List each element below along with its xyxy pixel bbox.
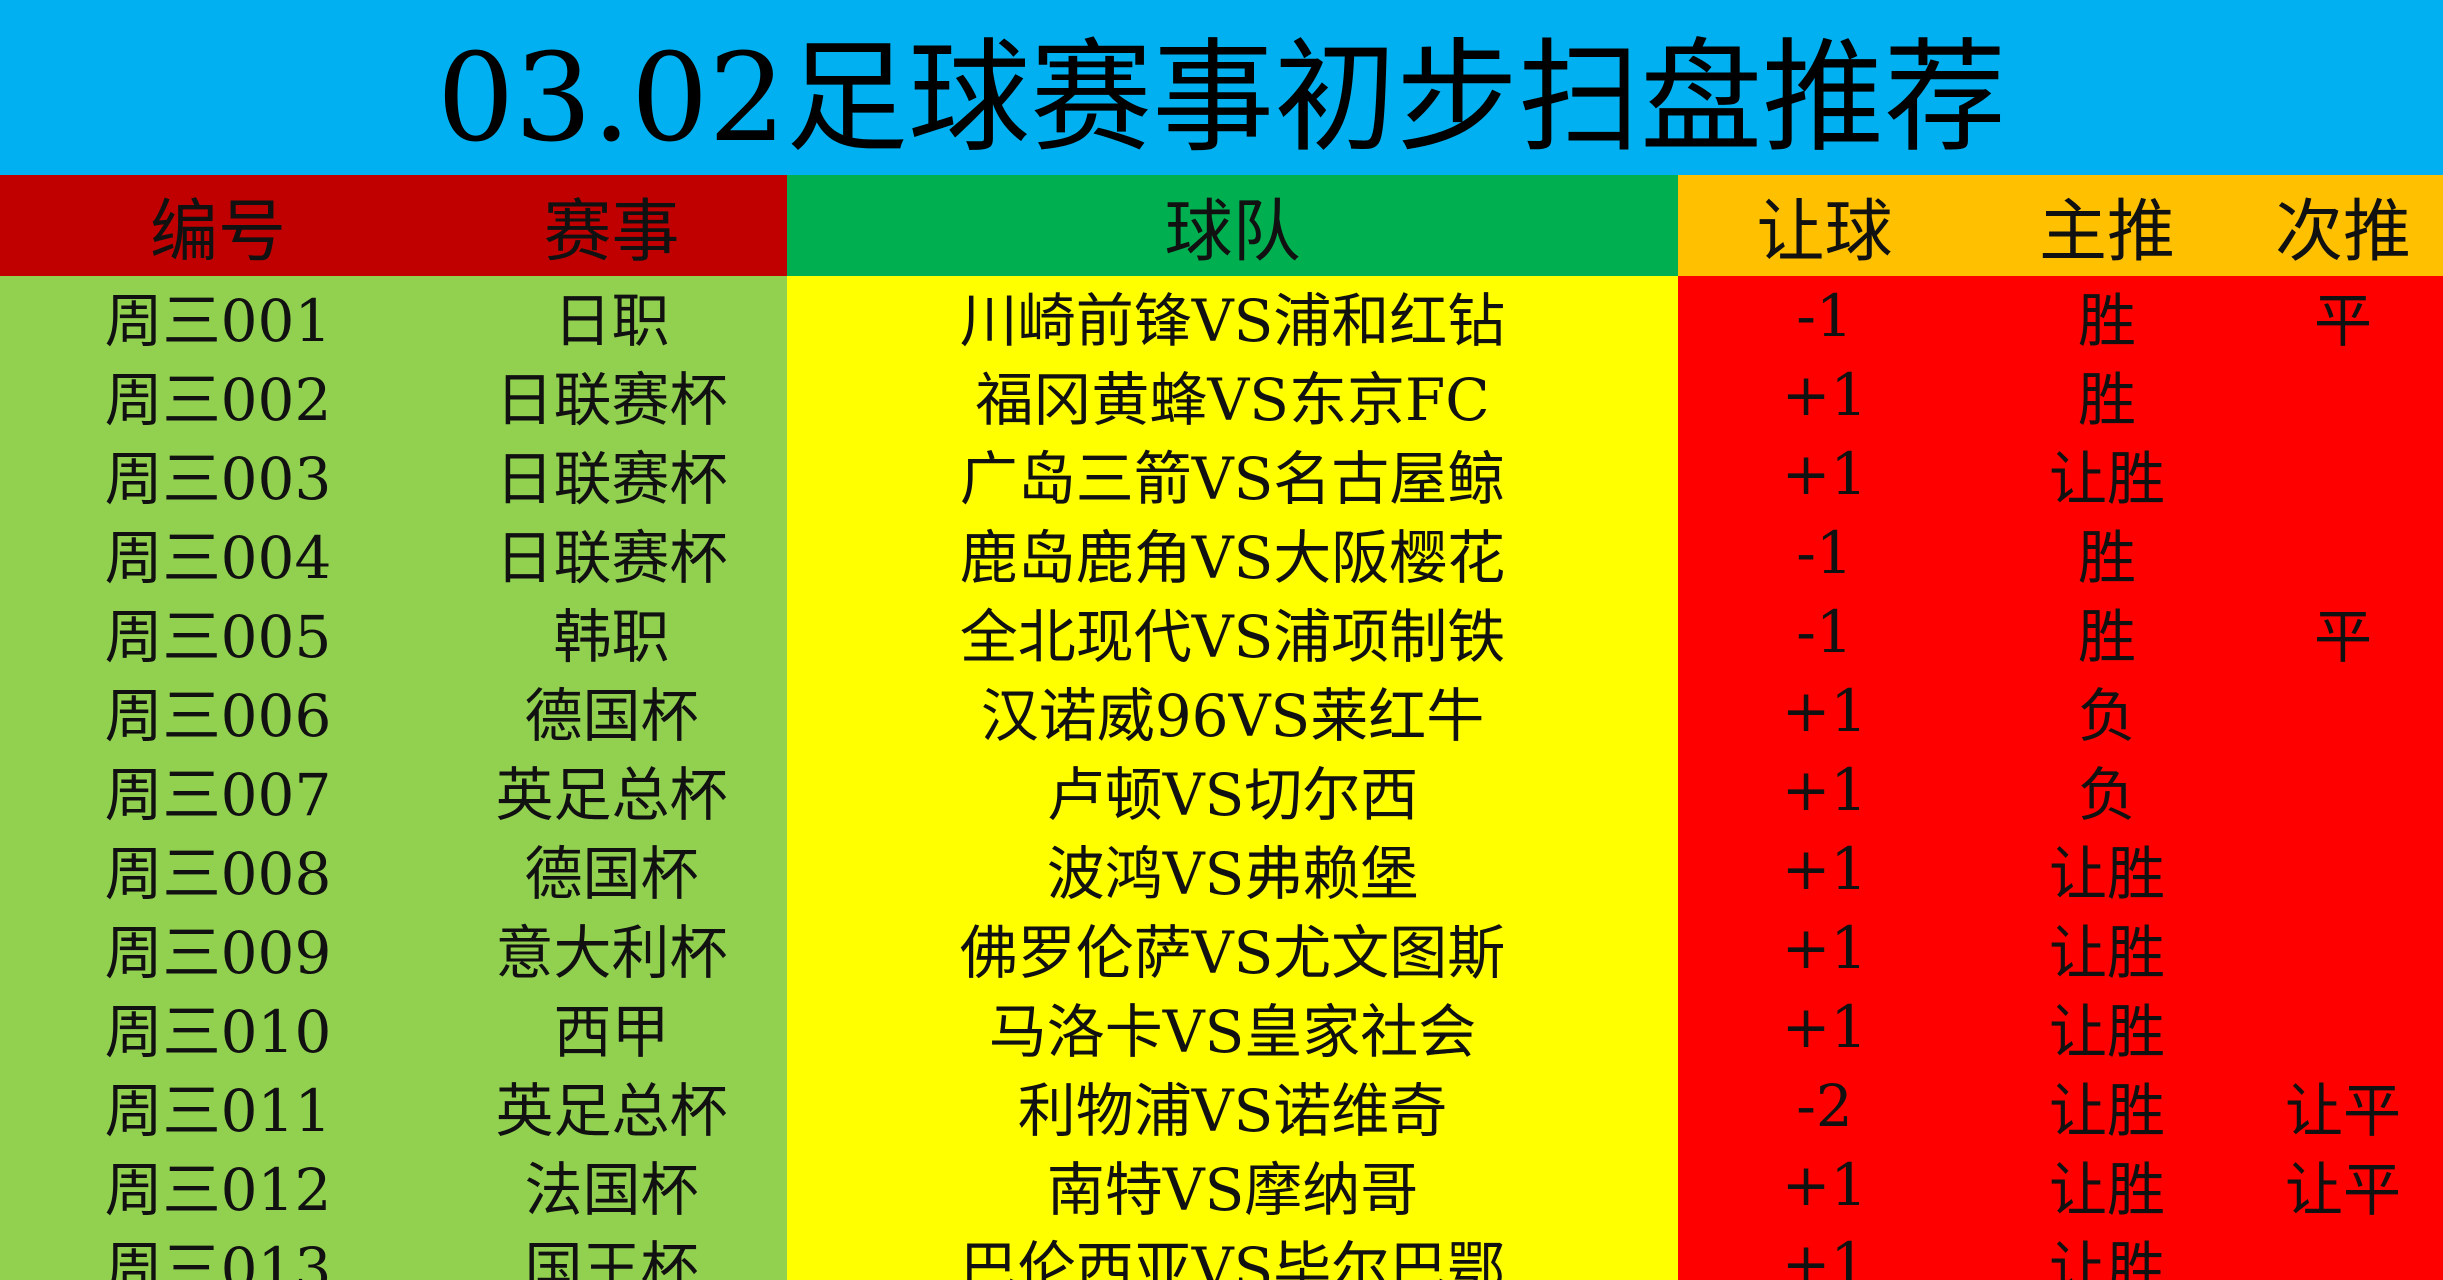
table-cell: -1 xyxy=(1678,513,1971,592)
table-cell: 国王杯 xyxy=(436,1224,787,1280)
table-cell: 德国杯 xyxy=(436,671,787,750)
column-header: 让球 xyxy=(1678,175,1971,276)
table-cell: 南特VS摩纳哥 xyxy=(787,1145,1678,1224)
table-cell: 马洛卡VS皇家社会 xyxy=(787,987,1678,1066)
table-cell: +1 xyxy=(1678,908,1971,987)
table-cell: 周三012 xyxy=(0,1145,436,1224)
table-cell: 让胜 xyxy=(1971,908,2243,987)
column-header: 次推 xyxy=(2243,175,2443,276)
table-cell: -2 xyxy=(1678,1066,1971,1145)
table-cell: 德国杯 xyxy=(436,829,787,908)
column-header: 编号 xyxy=(0,175,436,276)
table-cell: 福冈黄蜂VS东京FC xyxy=(787,355,1678,434)
column-header: 赛事 xyxy=(436,175,787,276)
title: 03.02足球赛事初步扫盘推荐 xyxy=(0,0,2443,175)
column-header: 主推 xyxy=(1971,175,2243,276)
table-cell: 平 xyxy=(2243,276,2443,355)
table-cell: 鹿岛鹿角VS大阪樱花 xyxy=(787,513,1678,592)
table-cell: 全北现代VS浦项制铁 xyxy=(787,592,1678,671)
table-cell: 周三004 xyxy=(0,513,436,592)
table-cell: 让胜 xyxy=(1971,829,2243,908)
table-cell xyxy=(2243,908,2443,987)
table-cell: 让平 xyxy=(2243,1145,2443,1224)
table-cell: +1 xyxy=(1678,355,1971,434)
table-cell: 胜 xyxy=(1971,276,2243,355)
table-cell: 平 xyxy=(2243,592,2443,671)
table-cell: 让胜 xyxy=(1971,1145,2243,1224)
table-cell xyxy=(2243,355,2443,434)
table-cell: +1 xyxy=(1678,671,1971,750)
table-cell: 周三011 xyxy=(0,1066,436,1145)
table-cell: 日联赛杯 xyxy=(436,355,787,434)
column-header: 球队 xyxy=(787,175,1678,276)
table-cell: 让胜 xyxy=(1971,1066,2243,1145)
table-cell: 负 xyxy=(1971,750,2243,829)
table-cell: -1 xyxy=(1678,592,1971,671)
table-cell xyxy=(2243,987,2443,1066)
table-cell: 让胜 xyxy=(1971,987,2243,1066)
table-cell: +1 xyxy=(1678,987,1971,1066)
table-cell: 广岛三箭VS名古屋鲸 xyxy=(787,434,1678,513)
table-cell: 英足总杯 xyxy=(436,1066,787,1145)
table-cell: 周三003 xyxy=(0,434,436,513)
table-cell: 法国杯 xyxy=(436,1145,787,1224)
table-cell xyxy=(2243,513,2443,592)
table-cell: 周三007 xyxy=(0,750,436,829)
table-cell: 利物浦VS诺维奇 xyxy=(787,1066,1678,1145)
table-cell: 英足总杯 xyxy=(436,750,787,829)
table-cell: 卢顿VS切尔西 xyxy=(787,750,1678,829)
table-cell: 巴伦西亚VS毕尔巴鄂 xyxy=(787,1224,1678,1280)
table-cell: 波鸿VS弗赖堡 xyxy=(787,829,1678,908)
table-cell: 西甲 xyxy=(436,987,787,1066)
table-cell: 周三001 xyxy=(0,276,436,355)
table-cell: +1 xyxy=(1678,1224,1971,1280)
table-cell: 让胜 xyxy=(1971,1224,2243,1280)
table-cell: +1 xyxy=(1678,829,1971,908)
table-cell xyxy=(2243,434,2443,513)
table-cell xyxy=(2243,1224,2443,1280)
table-cell: 让胜 xyxy=(1971,434,2243,513)
table-cell: 胜 xyxy=(1971,592,2243,671)
table-cell: 日联赛杯 xyxy=(436,513,787,592)
table-cell: 周三005 xyxy=(0,592,436,671)
table-cell: 周三009 xyxy=(0,908,436,987)
table-cell xyxy=(2243,750,2443,829)
table-cell: 胜 xyxy=(1971,355,2243,434)
table-cell: +1 xyxy=(1678,1145,1971,1224)
table-cell: 周三010 xyxy=(0,987,436,1066)
table-cell: 日职 xyxy=(436,276,787,355)
table-cell: 让平 xyxy=(2243,1066,2443,1145)
table-cell: 日联赛杯 xyxy=(436,434,787,513)
table-cell: 佛罗伦萨VS尤文图斯 xyxy=(787,908,1678,987)
table-cell: 川崎前锋VS浦和红钻 xyxy=(787,276,1678,355)
table-cell: +1 xyxy=(1678,750,1971,829)
table-cell: 汉诺威96VS莱红牛 xyxy=(787,671,1678,750)
table-cell: 周三008 xyxy=(0,829,436,908)
table-cell: 周三006 xyxy=(0,671,436,750)
table-cell: 负 xyxy=(1971,671,2243,750)
table-cell: 意大利杯 xyxy=(436,908,787,987)
table-cell: 韩职 xyxy=(436,592,787,671)
table-cell: 胜 xyxy=(1971,513,2243,592)
table-cell xyxy=(2243,671,2443,750)
table-cell: -1 xyxy=(1678,276,1971,355)
table-cell: 周三002 xyxy=(0,355,436,434)
table-cell: +1 xyxy=(1678,434,1971,513)
table-cell: 周三013 xyxy=(0,1224,436,1280)
table-cell xyxy=(2243,829,2443,908)
